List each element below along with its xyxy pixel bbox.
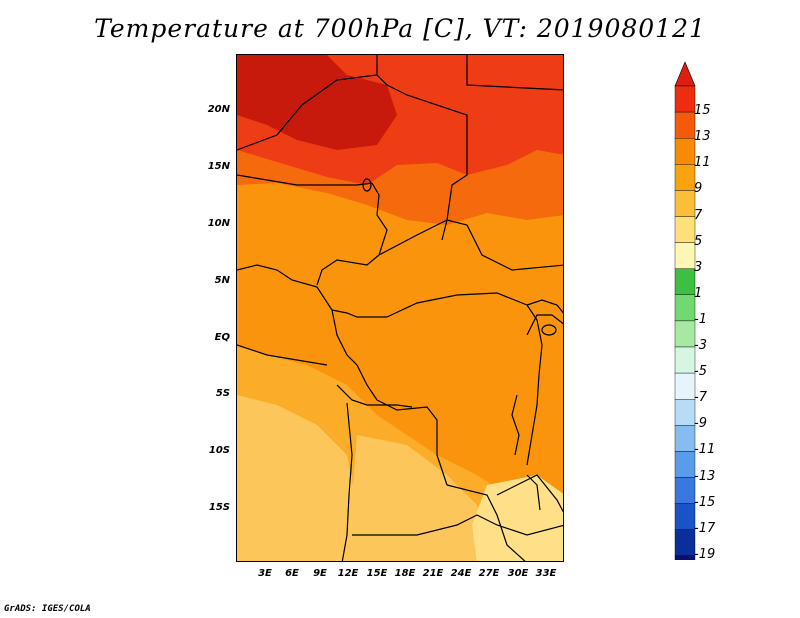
x-tick-label: 9E (313, 568, 327, 579)
colorbar-tick-label: -19 (694, 546, 716, 562)
temperature-map (237, 55, 563, 561)
colorbar-tick-label: -9 (694, 416, 707, 432)
colorbar-swatch (674, 268, 696, 295)
colorbar-tick-label: -11 (694, 442, 716, 458)
colorbar-tick-label: 15 (694, 103, 711, 119)
x-tick-label: 27E (478, 568, 500, 579)
colorbar-top-arrow (674, 61, 696, 87)
field-medium (237, 173, 563, 524)
x-tick-label: 33E (535, 568, 557, 579)
colorbar-swatch (674, 451, 696, 478)
chart-title: Temperature at 700hPa [C], VT: 201908012… (94, 14, 706, 43)
colorbar-tick-label: 13 (694, 129, 711, 145)
colorbar-swatch (674, 425, 696, 452)
colorbar-tick-label: 9 (694, 181, 703, 197)
colorbar-swatch (674, 399, 696, 426)
colorbar-swatch (674, 137, 696, 165)
x-tick-label: 15E (366, 568, 388, 579)
x-tick-label: 6E (285, 568, 299, 579)
colorbar-swatch (674, 190, 696, 217)
colorbar-swatch (674, 503, 696, 530)
colorbar-swatch (674, 372, 696, 400)
colorbar-swatch (674, 555, 696, 560)
x-tick-label: 24E (450, 568, 472, 579)
colorbar-swatch (674, 477, 696, 504)
credit-text: GrADS: IGES/COLA (4, 604, 91, 614)
y-tick-label: 5S (215, 388, 230, 399)
lakes (362, 178, 557, 511)
y-tick-label: 10N (207, 218, 230, 229)
x-tick-label: 21E (422, 568, 444, 579)
colorbar-tick-label: -7 (694, 390, 707, 406)
colorbar-swatch (674, 320, 696, 348)
colorbar-tick-label: 5 (694, 233, 703, 249)
field-coolest (472, 475, 563, 561)
colorbar-swatch (674, 529, 696, 557)
x-tick-label: 3E (258, 568, 272, 579)
colorbar-tick-label: 3 (694, 259, 703, 275)
y-tick-label: 10S (208, 445, 230, 456)
colorbar-swatch (674, 164, 696, 191)
borders (237, 55, 563, 561)
field-hot-core (237, 55, 397, 150)
y-tick-label: 15S (208, 502, 230, 513)
colorbar-tick-label: -5 (694, 364, 707, 380)
colorbar (674, 61, 696, 560)
colorbar-tick-label: -17 (694, 520, 716, 536)
colorbar-tick-label: -3 (694, 338, 707, 353)
field-cool-sw (237, 395, 357, 561)
x-tick-label: 18E (394, 568, 416, 579)
colorbar-swatch (674, 85, 696, 113)
y-tick-label: 5N (214, 275, 230, 286)
y-tick-label: 20N (207, 104, 230, 115)
y-tick-label: EQ (214, 332, 230, 343)
colorbar-swatch (674, 294, 696, 322)
colorbar-tick-label: 7 (694, 207, 703, 223)
colorbar-swatch (674, 216, 696, 243)
y-tick-label: 15N (207, 161, 230, 172)
colorbar-swatch (674, 242, 696, 269)
x-tick-label: 30E (507, 568, 529, 579)
colorbar-swatch (674, 111, 696, 139)
colorbar-tick-label: -1 (694, 311, 707, 327)
field-cool-south (347, 435, 497, 561)
x-tick-label: 12E (337, 568, 359, 579)
colorbar-tick-label: 1 (694, 285, 703, 301)
colorbar-tick-label: -13 (694, 468, 716, 484)
map-panel (236, 54, 564, 562)
colorbar-tick-label: 11 (694, 155, 711, 171)
colorbar-swatch (674, 346, 696, 374)
colorbar-tick-label: -15 (694, 494, 716, 510)
